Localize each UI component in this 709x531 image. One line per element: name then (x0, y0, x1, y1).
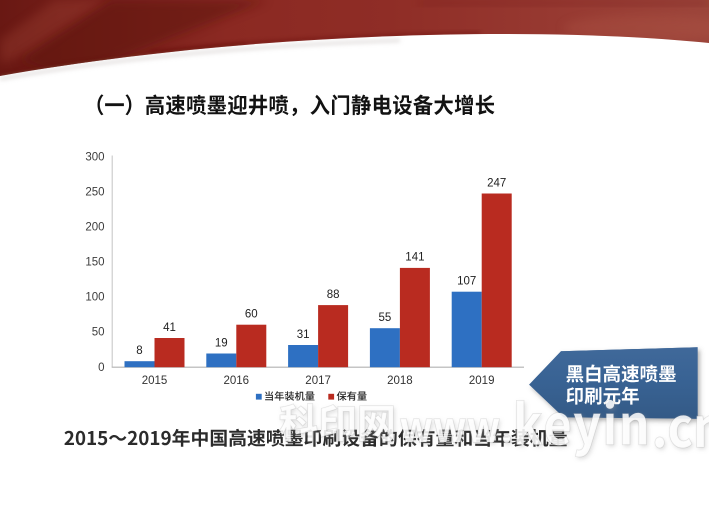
svg-text:100: 100 (85, 292, 104, 304)
svg-text:300: 300 (85, 151, 104, 163)
svg-text:2019: 2019 (469, 375, 495, 387)
svg-text:247: 247 (487, 177, 506, 189)
svg-text:250: 250 (85, 186, 104, 198)
svg-text:2017: 2017 (305, 375, 331, 387)
svg-text:60: 60 (245, 309, 258, 321)
svg-text:88: 88 (327, 289, 340, 301)
svg-text:2015: 2015 (142, 375, 168, 387)
svg-text:8: 8 (136, 345, 142, 357)
svg-text:150: 150 (85, 257, 104, 269)
svg-text:0: 0 (98, 362, 104, 374)
svg-text:2016: 2016 (224, 375, 250, 387)
svg-text:2018: 2018 (387, 375, 413, 387)
svg-text:141: 141 (405, 252, 424, 264)
svg-text:55: 55 (379, 312, 392, 324)
svg-text:19: 19 (215, 337, 228, 349)
svg-text:107: 107 (457, 276, 476, 288)
svg-text:200: 200 (85, 222, 104, 234)
svg-text:41: 41 (163, 322, 176, 334)
svg-text:50: 50 (92, 327, 105, 339)
svg-text:31: 31 (297, 329, 310, 341)
